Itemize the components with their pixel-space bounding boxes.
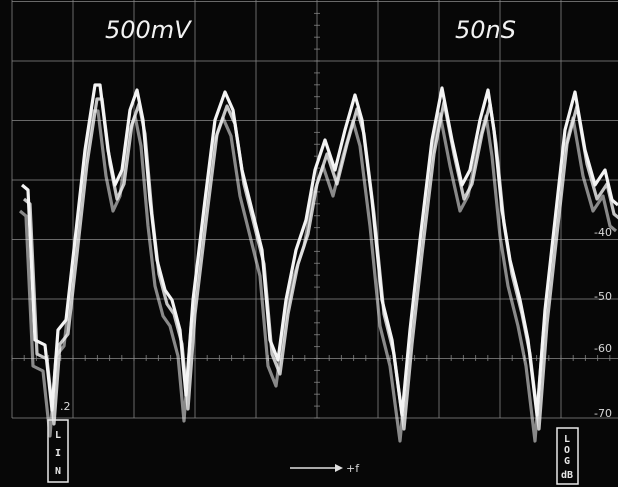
mode-letter: L [55,430,61,441]
mode-letter: I [55,448,61,459]
right-scale-label: -50 [594,290,612,303]
mode-letter: G [564,456,570,467]
frequency-arrow: +f [290,462,360,475]
box-frame [556,427,579,485]
mode-letter: L [564,434,570,445]
left-scale-label: .2 [60,400,71,413]
log-box: L O G dB [556,427,579,485]
right-scale-label: -60 [594,342,612,355]
lin-box: L I N [47,419,69,483]
arrow-head [335,464,343,472]
waveform [18,83,618,443]
frequency-label: +f [346,462,360,475]
mode-letter: dB [561,470,573,481]
right-scale-label: -70 [594,407,612,420]
mode-letter: O [564,445,570,456]
box-frame [47,419,69,483]
voltage-label: 500mV [105,16,192,44]
mode-letter: N [55,466,61,477]
timebase-label: 50nS [455,16,516,44]
right-scale-label: -40 [594,226,612,239]
